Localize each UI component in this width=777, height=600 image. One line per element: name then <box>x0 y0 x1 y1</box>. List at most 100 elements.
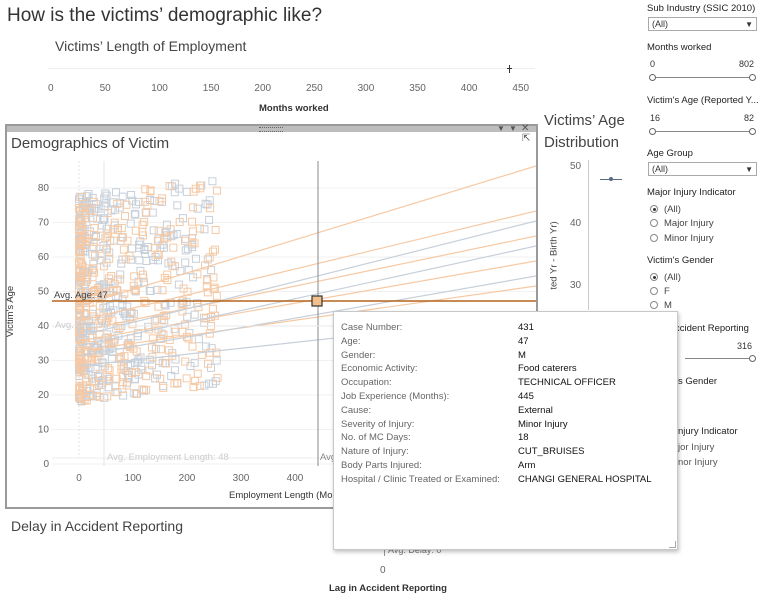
scatter-mark[interactable] <box>188 217 197 226</box>
scatter-mark[interactable] <box>82 209 91 218</box>
scatter-mark[interactable] <box>146 286 155 295</box>
scatter-mark[interactable] <box>149 226 158 235</box>
months-worked-min-handle[interactable] <box>649 74 656 81</box>
scatter-mark[interactable] <box>141 197 150 206</box>
scatter-mark[interactable] <box>91 342 100 351</box>
scatter-mark[interactable] <box>78 362 87 371</box>
months-worked-slider[interactable] <box>653 77 752 78</box>
scatter-mark[interactable] <box>118 372 127 381</box>
scatter-mark[interactable] <box>102 191 111 200</box>
scatter-mark[interactable] <box>213 373 222 382</box>
scatter-mark[interactable] <box>116 270 125 279</box>
scatter-mark[interactable] <box>76 206 85 215</box>
scatter-mark[interactable] <box>160 273 169 282</box>
scatter-mark[interactable] <box>167 371 176 380</box>
filter-icon[interactable]: ▼ <box>509 124 517 133</box>
scatter-mark[interactable] <box>142 372 151 381</box>
major-injury-option-all[interactable]: (All) <box>650 202 681 217</box>
scatter-mark[interactable] <box>91 232 100 241</box>
scatter-mark[interactable] <box>113 199 122 208</box>
scatter-mark[interactable] <box>190 239 199 248</box>
scatter-mark[interactable] <box>165 182 174 191</box>
scatter-mark[interactable] <box>181 258 190 267</box>
scatter-mark[interactable] <box>141 249 150 258</box>
scatter-mark[interactable] <box>175 218 184 227</box>
scatter-mark[interactable] <box>148 361 157 370</box>
scatter-mark[interactable] <box>117 223 126 232</box>
scatter-mark[interactable] <box>193 204 202 213</box>
sub-industry-dropdown[interactable]: (All) ▼ <box>648 17 757 31</box>
scatter-mark[interactable] <box>208 177 217 186</box>
scatter-mark[interactable] <box>160 316 169 325</box>
scatter-mark[interactable] <box>212 291 221 300</box>
scatter-mark[interactable] <box>182 374 191 383</box>
scatter-mark[interactable] <box>191 254 200 263</box>
scatter-mark[interactable] <box>212 186 221 195</box>
scatter-mark[interactable] <box>90 378 99 387</box>
scatter-mark[interactable] <box>113 226 122 235</box>
scatter-mark[interactable] <box>82 396 91 405</box>
scatter-mark[interactable] <box>204 359 213 368</box>
scatter-mark[interactable] <box>128 320 137 329</box>
scatter-mark[interactable] <box>201 199 210 208</box>
scatter-mark[interactable] <box>184 266 193 275</box>
scatter-mark[interactable] <box>142 208 151 217</box>
scatter-mark[interactable] <box>126 219 135 228</box>
scatter-mark[interactable] <box>75 327 84 336</box>
gender-option-all[interactable]: (All) <box>650 270 681 285</box>
scatter-mark[interactable] <box>159 234 168 243</box>
close-icon[interactable]: ✕ <box>521 123 530 134</box>
scatter-mark[interactable] <box>89 242 98 251</box>
scatter-mark[interactable] <box>154 302 163 311</box>
scatter-mark[interactable] <box>89 264 98 273</box>
scatter-mark[interactable] <box>75 384 84 393</box>
scatter-mark[interactable] <box>90 268 99 277</box>
scatter-mark[interactable] <box>147 343 156 352</box>
scatter-mark[interactable] <box>101 303 110 312</box>
scatter-mark[interactable] <box>97 256 106 265</box>
gender-option-m[interactable]: M <box>650 298 672 313</box>
scatter-mark[interactable] <box>122 200 131 209</box>
scatter-mark[interactable] <box>112 285 121 294</box>
scatter-mark[interactable] <box>195 381 204 390</box>
scatter-mark[interactable] <box>146 187 155 196</box>
scatter-mark[interactable] <box>89 259 98 268</box>
scatter-mark[interactable] <box>76 237 85 246</box>
scatter-mark[interactable] <box>107 272 116 281</box>
scatter-mark[interactable] <box>191 377 200 386</box>
scatter-mark[interactable] <box>101 189 110 198</box>
scatter-mark[interactable] <box>182 187 191 196</box>
scatter-mark[interactable] <box>132 368 141 377</box>
scatter-mark[interactable] <box>95 244 104 253</box>
scatter-mark[interactable] <box>104 364 113 373</box>
scatter-mark[interactable] <box>126 309 135 318</box>
scatter-mark[interactable] <box>203 276 212 285</box>
scatter-mark[interactable] <box>131 210 140 219</box>
scatter-mark[interactable] <box>105 338 114 347</box>
scatter-mark[interactable] <box>75 286 84 295</box>
scatter-mark[interactable] <box>141 298 150 307</box>
scatter-mark[interactable] <box>111 188 120 197</box>
victim-age-min-handle[interactable] <box>649 128 656 135</box>
victim-age-slider[interactable] <box>653 131 752 132</box>
scatter-mark[interactable] <box>138 227 147 236</box>
scatter-mark[interactable] <box>105 366 114 375</box>
scatter-mark[interactable] <box>156 374 165 383</box>
scatter-mark[interactable] <box>107 354 116 363</box>
scatter-mark[interactable] <box>156 345 165 354</box>
scatter-mark[interactable] <box>77 193 86 202</box>
scatter-mark[interactable] <box>91 251 100 260</box>
scatter-mark[interactable] <box>173 201 182 210</box>
scatter-mark[interactable] <box>104 274 113 283</box>
scatter-mark[interactable] <box>148 255 157 264</box>
scatter-mark[interactable] <box>131 226 140 235</box>
scatter-mark[interactable] <box>159 383 168 392</box>
scatter-mark[interactable] <box>135 240 144 249</box>
scatter-mark[interactable] <box>142 385 151 394</box>
scatter-mark[interactable] <box>209 247 218 256</box>
scatter-mark[interactable] <box>78 234 87 243</box>
scatter-mark[interactable] <box>176 267 185 276</box>
scatter-mark[interactable] <box>188 203 197 212</box>
scatter-mark[interactable] <box>130 209 139 218</box>
scatter-mark[interactable] <box>102 377 111 386</box>
